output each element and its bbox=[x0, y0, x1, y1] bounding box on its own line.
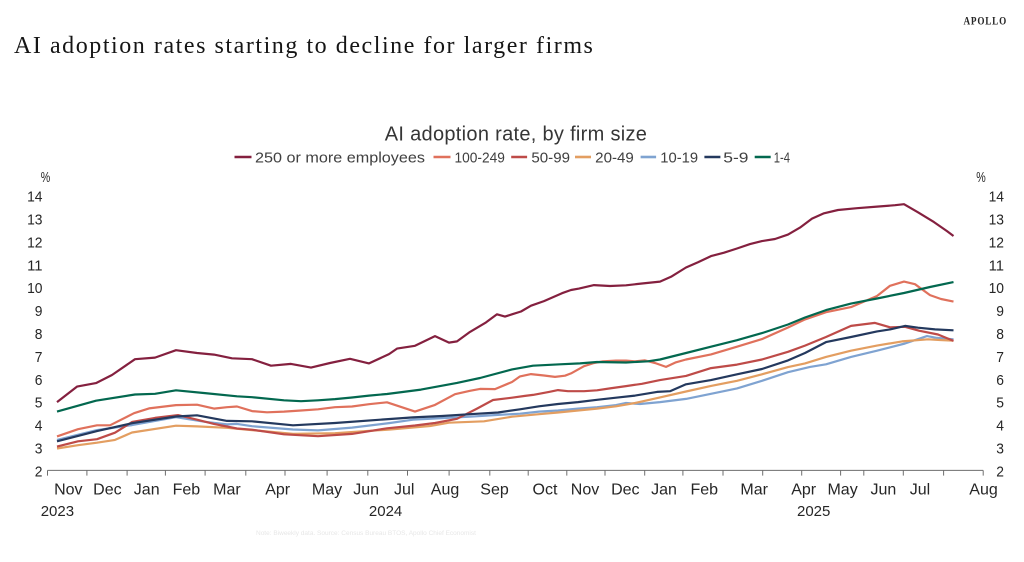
svg-text:Jun: Jun bbox=[353, 482, 379, 499]
svg-text:2: 2 bbox=[35, 463, 43, 480]
svg-text:5: 5 bbox=[996, 395, 1004, 412]
svg-text:13: 13 bbox=[27, 212, 42, 229]
svg-text:Mar: Mar bbox=[740, 482, 768, 499]
svg-text:10: 10 bbox=[989, 280, 1004, 297]
svg-text:100-249: 100-249 bbox=[455, 150, 505, 167]
svg-text:6: 6 bbox=[35, 372, 43, 389]
svg-text:8: 8 bbox=[996, 326, 1004, 343]
svg-text:12: 12 bbox=[27, 234, 42, 251]
svg-text:7: 7 bbox=[35, 349, 43, 366]
svg-text:11: 11 bbox=[27, 257, 42, 274]
svg-text:14: 14 bbox=[27, 189, 42, 206]
svg-text:10: 10 bbox=[27, 280, 42, 297]
svg-text:Sep: Sep bbox=[480, 482, 509, 499]
svg-text:Aug: Aug bbox=[969, 482, 997, 499]
svg-text:%: % bbox=[976, 169, 986, 186]
svg-text:Feb: Feb bbox=[173, 482, 201, 499]
svg-text:7: 7 bbox=[996, 349, 1004, 366]
svg-text:8: 8 bbox=[35, 326, 43, 343]
svg-text:20-49: 20-49 bbox=[595, 150, 634, 167]
svg-text:1-4: 1-4 bbox=[774, 150, 790, 167]
svg-text:11: 11 bbox=[989, 257, 1004, 274]
svg-text:Apr: Apr bbox=[265, 482, 291, 499]
svg-text:Jan: Jan bbox=[134, 482, 160, 499]
svg-text:6: 6 bbox=[996, 372, 1004, 389]
svg-text:Aug: Aug bbox=[431, 482, 459, 499]
svg-text:APOLLO: APOLLO bbox=[964, 16, 1008, 28]
svg-text:Feb: Feb bbox=[691, 482, 719, 499]
svg-text:5-9: 5-9 bbox=[723, 150, 748, 167]
svg-text:2025: 2025 bbox=[797, 503, 830, 520]
svg-text:Dec: Dec bbox=[93, 482, 121, 499]
svg-text:13: 13 bbox=[989, 212, 1004, 229]
svg-text:250 or more employees: 250 or more employees bbox=[255, 150, 425, 167]
svg-text:Mar: Mar bbox=[213, 482, 241, 499]
svg-text:Jun: Jun bbox=[871, 482, 897, 499]
svg-text:%: % bbox=[41, 169, 51, 186]
svg-text:Jul: Jul bbox=[394, 482, 414, 499]
svg-text:May: May bbox=[827, 482, 857, 499]
svg-text:Nov: Nov bbox=[54, 482, 82, 499]
svg-text:9: 9 bbox=[35, 303, 43, 320]
svg-text:3: 3 bbox=[35, 441, 43, 458]
svg-text:5: 5 bbox=[35, 395, 43, 412]
svg-text:12: 12 bbox=[989, 234, 1004, 251]
svg-text:AI adoption rate, by firm size: AI adoption rate, by firm size bbox=[385, 124, 647, 146]
svg-text:Jan: Jan bbox=[651, 482, 677, 499]
svg-text:Nov: Nov bbox=[571, 482, 599, 499]
svg-text:14: 14 bbox=[989, 189, 1004, 206]
svg-text:10-19: 10-19 bbox=[660, 150, 698, 167]
svg-text:May: May bbox=[312, 482, 342, 499]
svg-text:2: 2 bbox=[996, 463, 1004, 480]
svg-text:Dec: Dec bbox=[611, 482, 639, 499]
svg-text:Oct: Oct bbox=[533, 482, 558, 499]
svg-text:4: 4 bbox=[996, 418, 1004, 435]
svg-text:50-99: 50-99 bbox=[531, 150, 570, 167]
svg-text:3: 3 bbox=[996, 441, 1004, 458]
svg-text:9: 9 bbox=[996, 303, 1004, 320]
svg-text:2024: 2024 bbox=[369, 503, 402, 520]
svg-text:2023: 2023 bbox=[41, 503, 74, 520]
svg-text:Apr: Apr bbox=[791, 482, 817, 499]
svg-text:Jul: Jul bbox=[910, 482, 930, 499]
svg-text:4: 4 bbox=[35, 418, 43, 435]
